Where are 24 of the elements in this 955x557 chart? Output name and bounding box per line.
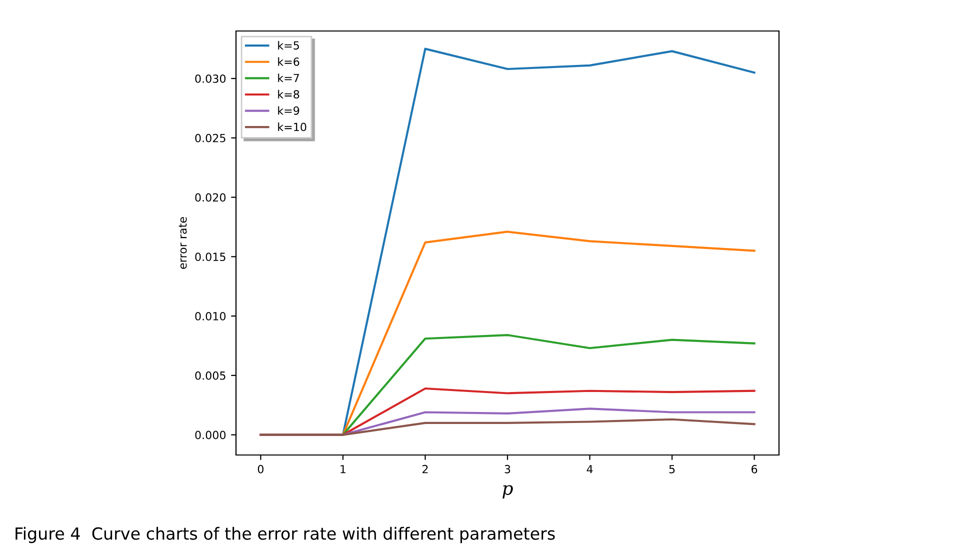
x-tick-label: 4 — [586, 465, 593, 474]
y-tick-label: 0.015 — [195, 252, 226, 262]
y-tick-label: 0.005 — [195, 371, 226, 380]
legend-label: k=9 — [278, 106, 300, 115]
caption: Figure 4 Curve charts of the error rate with different parameters — [16, 526, 555, 544]
y-tick-label: 0.030 — [195, 74, 226, 83]
x-tick-label: 0 — [258, 464, 264, 474]
legend-label: k=7 — [278, 74, 299, 82]
x-tick-label: 6 — [752, 464, 758, 474]
x-tick-label: 5 — [669, 465, 675, 474]
legend-label: k=8 — [278, 90, 300, 99]
y-tick-label: 0.025 — [195, 134, 226, 142]
x-tick-label: 3 — [504, 464, 510, 474]
y-tick-label: 0.010 — [195, 312, 226, 320]
legend-label: k=10 — [278, 122, 306, 132]
legend-label: k=5 — [278, 41, 299, 50]
y-tick-label: 0.000 — [195, 430, 226, 440]
x-tick-label: 2 — [422, 464, 428, 474]
x-axis-title: p — [502, 485, 513, 499]
y-axis-title: error rate — [178, 217, 187, 269]
line-series — [260, 418, 756, 436]
legend-label: k=6 — [278, 57, 300, 66]
y-tick-label: 0.020 — [195, 193, 226, 202]
x-tick-label: 1 — [340, 465, 346, 474]
